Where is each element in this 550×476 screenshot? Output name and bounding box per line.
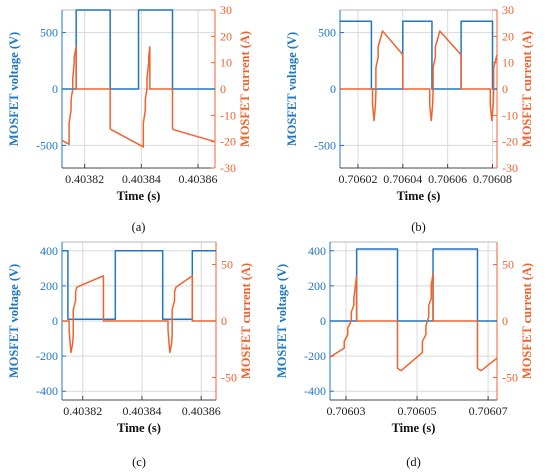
right-tick-label-3: 0 xyxy=(220,82,226,96)
left-tick-label-1: 0 xyxy=(330,82,336,96)
x-tick-label-2: 0.40386 xyxy=(179,172,218,186)
x-axis-label: Time (s) xyxy=(117,421,161,435)
x-tick-label-0: 0.70603 xyxy=(326,404,365,418)
right-tick-label-0: -50 xyxy=(502,370,518,384)
y-left-label: MOSFET voltage (V) xyxy=(7,32,21,146)
right-tick-label-4: 10 xyxy=(220,56,232,70)
current-series-line xyxy=(329,272,498,372)
right-tick-label-6: 30 xyxy=(220,3,232,17)
left-tick-label-1: 0 xyxy=(52,82,58,96)
left-tick-label-2: 0 xyxy=(320,314,326,328)
current-series-line xyxy=(62,275,216,354)
x-axis-label: Time (s) xyxy=(117,189,161,203)
x-tick-label-1: 0.40384 xyxy=(122,404,161,418)
x-tick-label-0: 0.70602 xyxy=(338,172,377,186)
x-tick-label-1: 0.70604 xyxy=(383,172,422,186)
panel-caption: (a) xyxy=(132,220,146,234)
right-tick-label-2: 50 xyxy=(502,258,514,272)
x-tick-label-0: 0.40382 xyxy=(65,172,104,186)
chart-c: 0.40382 0.40384 0.40386 -400 -200 0 200 400 -50 0… xyxy=(7,241,253,469)
y-right-label: MOSFET current (A) xyxy=(238,31,252,147)
left-tick-label-4: 400 xyxy=(308,244,326,258)
panel-caption: (c) xyxy=(132,455,146,469)
right-tick-label-0: -50 xyxy=(221,370,237,384)
x-axis-label: Time (s) xyxy=(397,189,441,203)
voltage-series-line xyxy=(340,20,497,90)
left-tick-label-1: -200 xyxy=(304,349,326,363)
chart-b: 0.70602 0.70604 0.70606 0.70608 -500 0 500 -30 -… xyxy=(285,3,534,234)
chart-d: 0.70603 0.70605 0.70607 -400 -200 0 200 400 -50 0… xyxy=(275,241,534,469)
x-tick-label-2: 0.70607 xyxy=(469,404,508,418)
right-tick-label-3: 0 xyxy=(502,82,508,96)
panel-caption: (b) xyxy=(411,220,426,234)
x-tick-label-2: 0.70606 xyxy=(428,172,467,186)
y-left-label: MOSFET voltage (V) xyxy=(7,264,21,378)
left-tick-label-1: -200 xyxy=(36,349,58,363)
left-tick-label-2: 500 xyxy=(318,26,336,40)
left-tick-label-0: -400 xyxy=(36,384,58,398)
right-tick-label-2: -10 xyxy=(220,108,236,122)
y-left-label: MOSFET voltage (V) xyxy=(275,264,289,378)
left-tick-label-2: 500 xyxy=(40,26,58,40)
x-axis-label: Time (s) xyxy=(392,421,436,435)
left-tick-label-4: 400 xyxy=(40,244,58,258)
left-tick-label-3: 200 xyxy=(40,279,58,293)
x-tick-label-1: 0.70605 xyxy=(398,404,437,418)
x-tick-label-2: 0.40386 xyxy=(182,404,221,418)
y-right-label: MOSFET current (A) xyxy=(239,263,253,379)
right-tick-label-1: 0 xyxy=(221,314,227,328)
right-tick-label-0: -30 xyxy=(502,161,518,175)
y-left-label: MOSFET voltage (V) xyxy=(285,32,299,146)
left-tick-label-2: 0 xyxy=(52,314,58,328)
y-right-label: MOSFET current (A) xyxy=(520,31,534,147)
right-tick-label-2: -10 xyxy=(502,108,518,122)
current-series-line xyxy=(61,46,216,148)
left-tick-label-0: -500 xyxy=(314,138,336,152)
current-series-line xyxy=(340,30,498,122)
left-tick-label-0: -500 xyxy=(36,138,58,152)
left-tick-label-3: 200 xyxy=(308,279,326,293)
x-tick-label-0: 0.40382 xyxy=(63,404,102,418)
right-tick-label-0: -30 xyxy=(220,161,236,175)
left-tick-label-0: -400 xyxy=(304,384,326,398)
chart-a: 0.40382 0.40384 0.40386 -500 0 500 -30 -20 -10 0 1… xyxy=(7,3,252,234)
right-tick-label-1: -20 xyxy=(220,135,236,149)
right-tick-label-2: 50 xyxy=(221,258,233,272)
right-tick-label-5: 20 xyxy=(502,29,514,43)
right-tick-label-1: 0 xyxy=(502,314,508,328)
y-right-label: MOSFET current (A) xyxy=(520,263,534,379)
right-tick-label-5: 20 xyxy=(220,29,232,43)
x-tick-label-3: 0.70608 xyxy=(473,172,512,186)
panel-caption: (d) xyxy=(406,455,421,469)
x-tick-label-1: 0.40384 xyxy=(122,172,161,186)
right-tick-label-1: -20 xyxy=(502,135,518,149)
right-tick-label-4: 10 xyxy=(502,56,514,70)
right-tick-label-6: 30 xyxy=(502,3,514,17)
